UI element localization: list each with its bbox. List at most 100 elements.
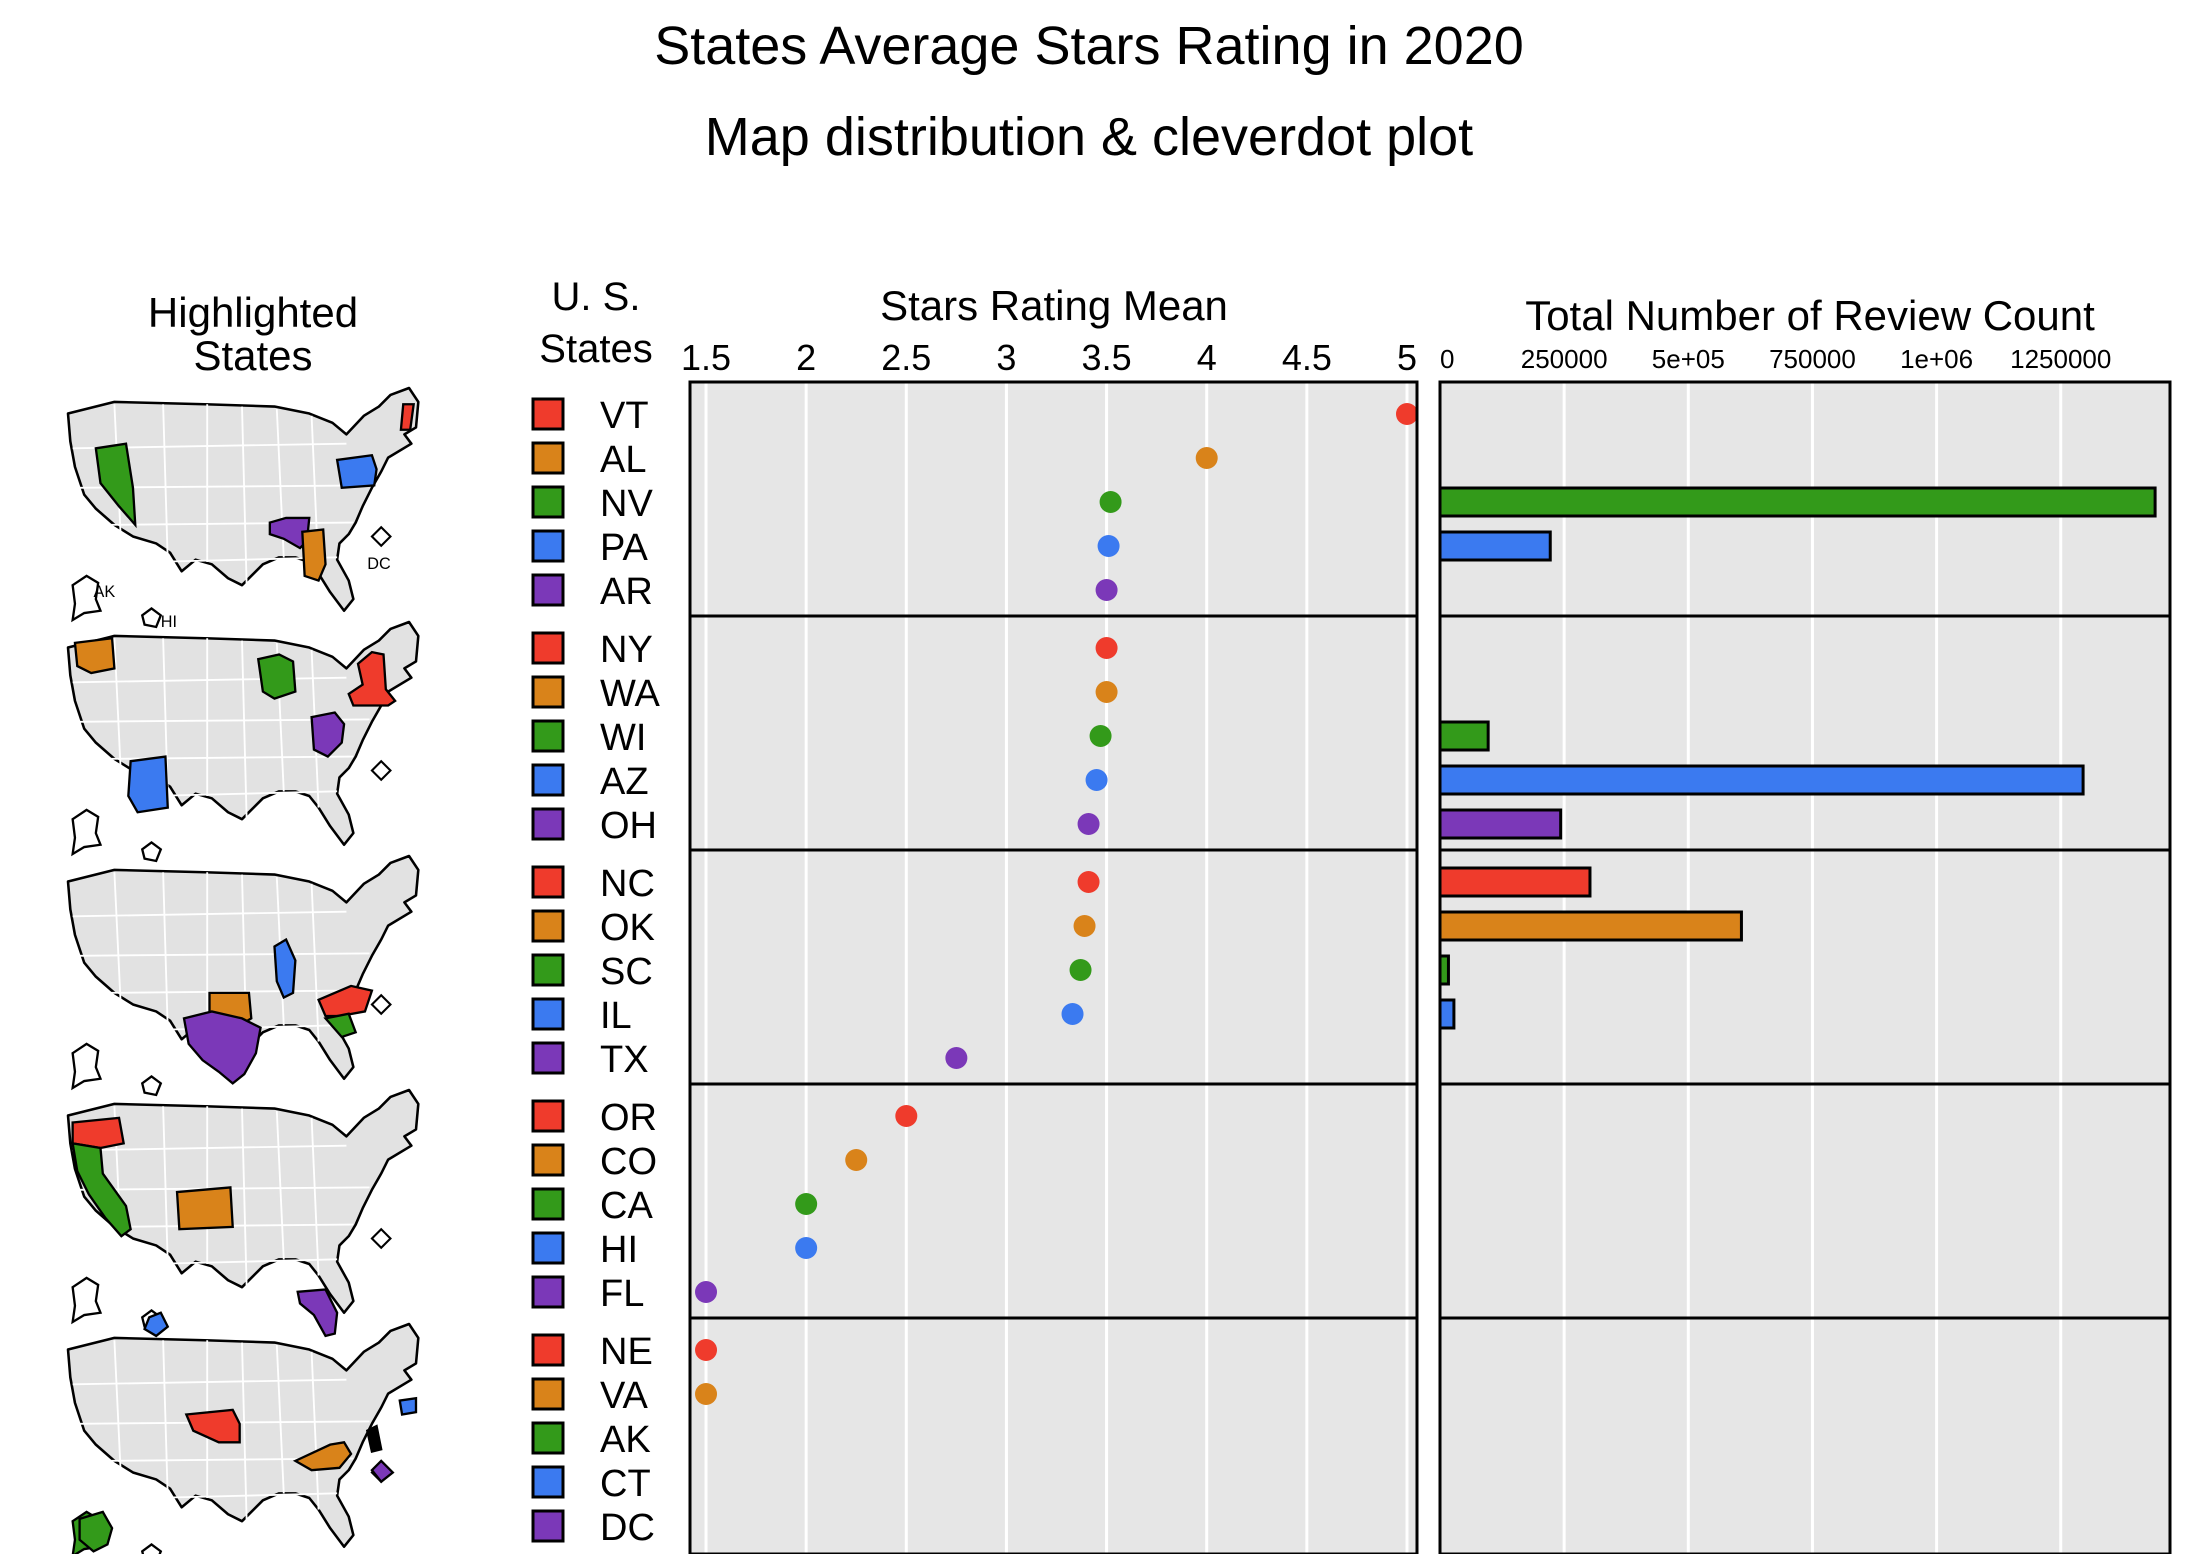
legend-swatch-ne	[533, 1335, 563, 1365]
state-label-vt: VT	[600, 395, 649, 437]
dot-ar	[1096, 579, 1118, 601]
dc-marker	[372, 995, 391, 1014]
dot-x-tick-label: 3	[996, 337, 1016, 378]
states-header-line1: U. S.	[552, 275, 641, 319]
highlighted-state	[367, 1426, 381, 1452]
state-label-hi: HI	[600, 1229, 638, 1271]
dot-fl	[695, 1281, 717, 1303]
state-label-sc: SC	[600, 951, 653, 993]
legend-swatch-wa	[533, 677, 563, 707]
dot-x-tick-label: 2	[796, 337, 816, 378]
highlighted-state	[337, 455, 376, 487]
legend-swatch-nv	[533, 487, 563, 517]
state-label-wi: WI	[600, 717, 646, 759]
legend-swatch-ct	[533, 1467, 563, 1497]
highlighted-state	[177, 1187, 233, 1229]
dot-or	[895, 1105, 917, 1127]
highlighted-state	[302, 530, 325, 581]
state-label-nv: NV	[600, 483, 653, 525]
legend-swatch-ar	[533, 575, 563, 605]
highlighted-state	[401, 404, 414, 430]
legend-swatch-or	[533, 1101, 563, 1131]
state-label-ar: AR	[600, 571, 653, 613]
states-header-line2: States	[539, 327, 652, 371]
legend-swatch-va	[533, 1379, 563, 1409]
state-label-ca: CA	[600, 1185, 653, 1227]
map-panel-title-line2: States	[193, 332, 312, 379]
dc-marker	[372, 1229, 391, 1248]
state-label-nc: NC	[600, 863, 655, 905]
legend-swatch-ak	[533, 1423, 563, 1453]
dot-ny	[1096, 637, 1118, 659]
highlighted-state	[75, 638, 114, 673]
hawaii-shape	[142, 608, 161, 627]
bar-il	[1440, 1000, 1454, 1028]
dot-panel-title: Stars Rating Mean	[880, 282, 1228, 329]
bar-x-tick-label: 0	[1440, 344, 1454, 374]
state-label-ne: NE	[600, 1331, 653, 1373]
legend-swatch-hi	[533, 1233, 563, 1263]
dot-oh	[1078, 813, 1100, 835]
bar-x-tick-label: 5e+05	[1652, 344, 1725, 374]
dot-va	[695, 1383, 717, 1405]
dot-ne	[695, 1339, 717, 1361]
bar-nv	[1440, 488, 2155, 516]
state-label-oh: OH	[600, 805, 657, 847]
state-label-ok: OK	[600, 907, 655, 949]
state-label-ny: NY	[600, 629, 653, 671]
state-label-tx: TX	[600, 1039, 649, 1081]
state-label-il: IL	[600, 995, 632, 1037]
bar-oh	[1440, 810, 1561, 838]
dot-x-tick-label: 3.5	[1082, 337, 1132, 378]
us-map-2	[68, 622, 418, 861]
legend-swatch-pa	[533, 531, 563, 561]
state-label-ct: CT	[600, 1463, 651, 1505]
dot-x-tick-label: 4	[1197, 337, 1217, 378]
legend-swatch-co	[533, 1145, 563, 1175]
legend-swatch-al	[533, 443, 563, 473]
dot-x-tick-label: 2.5	[881, 337, 931, 378]
dot-ca	[795, 1193, 817, 1215]
state-label-va: VA	[600, 1375, 649, 1417]
bar-x-tick-label: 1250000	[2010, 344, 2111, 374]
us-map-3	[68, 856, 418, 1095]
dot-il	[1062, 1003, 1084, 1025]
bar-ok	[1440, 912, 1741, 940]
state-label-or: OR	[600, 1097, 657, 1139]
legend-swatch-az	[533, 765, 563, 795]
state-label-pa: PA	[600, 527, 649, 569]
highlighted-state	[400, 1398, 416, 1414]
legend-swatch-ny	[533, 633, 563, 663]
chart-subtitle: Map distribution & cleverdot plot	[705, 107, 1473, 167]
dot-co	[845, 1149, 867, 1171]
legend-swatch-ca	[533, 1189, 563, 1219]
dot-wa	[1096, 681, 1118, 703]
maps-layer: AK HI DC	[68, 388, 418, 1554]
highlighted-state	[128, 757, 167, 813]
dot-az	[1086, 769, 1108, 791]
state-label-ak: AK	[600, 1419, 651, 1461]
dot-panel: 1.5 2 2.5 3 3.5 4 4.5 5	[681, 337, 1418, 1554]
bar-pa	[1440, 532, 1550, 560]
bar-x-tick-label: 1e+06	[1900, 344, 1973, 374]
bar-nc	[1440, 868, 1590, 896]
hawaii-shape	[142, 1544, 161, 1554]
chart-title: States Average Stars Rating in 2020	[654, 16, 1524, 76]
dc-marker	[372, 527, 391, 546]
us-map-1: AK HI DC	[68, 388, 418, 631]
bar-az	[1440, 766, 2083, 794]
label-ak: AK	[94, 583, 116, 601]
legend-swatch-ok	[533, 911, 563, 941]
legend-swatch-dc	[533, 1511, 563, 1541]
dot-hi	[795, 1237, 817, 1259]
legend-swatch-oh	[533, 809, 563, 839]
state-label-az: AZ	[600, 761, 649, 803]
dot-sc	[1070, 959, 1092, 981]
label-dc: DC	[367, 555, 391, 573]
bar-panel-title: Total Number of Review Count	[1525, 292, 2095, 339]
legend-swatch-fl	[533, 1277, 563, 1307]
hawaii-shape	[142, 842, 161, 861]
state-label-dc: DC	[600, 1507, 655, 1549]
highlighted-state	[184, 1011, 261, 1083]
